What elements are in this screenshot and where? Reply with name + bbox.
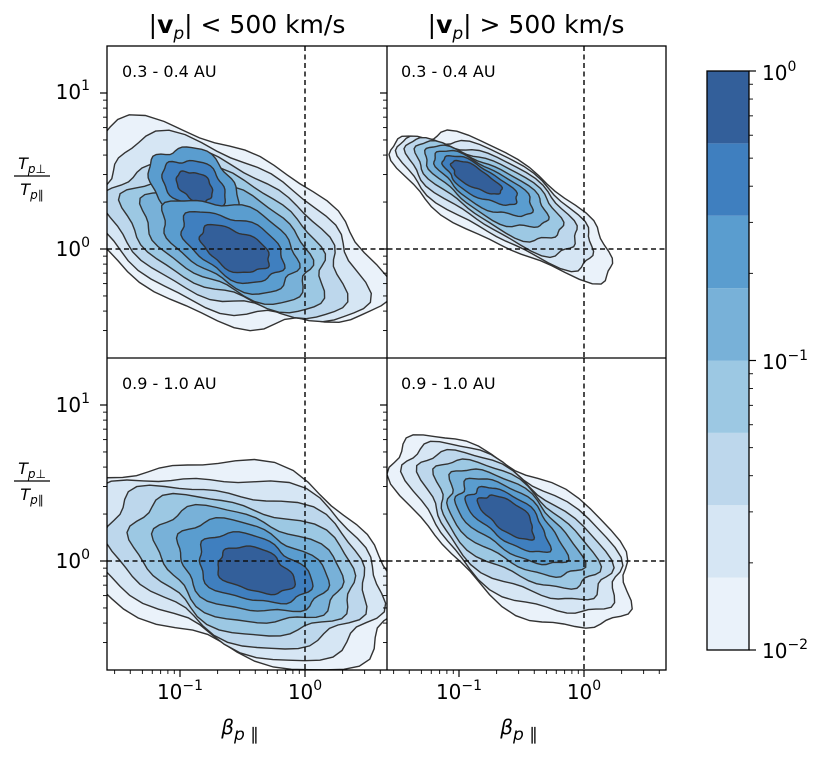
panel-label-bottom-left: 0.9 - 1.0 AU [122, 374, 217, 393]
colorbar-band-2 [707, 505, 749, 578]
colorbar-band-4 [707, 360, 749, 433]
y-tick-labels: 101 100 101 100 [56, 78, 90, 573]
axes-frames [106, 45, 667, 671]
svg-text:100: 100 [762, 59, 796, 85]
svg-text:Tp∥: Tp∥ [20, 485, 43, 507]
svg-text:101: 101 [56, 78, 90, 104]
x-axis-label-right: βp ∥ [499, 715, 537, 745]
contour-level-8 [449, 159, 504, 195]
colorbar-band-1 [707, 577, 749, 650]
y-axis-label-bottom: Tp⊥ Tp∥ [14, 459, 50, 507]
contour-level-8 [198, 223, 270, 274]
svg-text:100: 100 [56, 547, 90, 573]
y-axis-label-top: Tp⊥ Tp∥ [14, 154, 50, 202]
contour-level-8 [476, 494, 536, 541]
colorbar-band-6 [707, 215, 749, 289]
panel-bottom-right [387, 434, 633, 629]
x-axis-label-left: βp ∥ [220, 715, 258, 745]
axis-ticks [100, 92, 660, 677]
svg-text:100: 100 [288, 678, 322, 704]
column-title-left: |vp| < 500 km/s [149, 10, 346, 44]
colorbar-band-5 [707, 288, 749, 361]
svg-text:Tp⊥: Tp⊥ [18, 459, 46, 481]
panel-label-bottom-right: 0.9 - 1.0 AU [401, 374, 496, 393]
colorbar-band-3 [707, 432, 749, 506]
svg-text:10−1: 10−1 [436, 678, 482, 704]
panel-label-top-right: 0.3 - 0.4 AU [401, 62, 496, 81]
svg-text:100: 100 [567, 678, 601, 704]
reference-lines [107, 46, 666, 670]
svg-text:10−2: 10−2 [762, 637, 808, 663]
panel-bottom-left [107, 458, 387, 670]
colorbar-band-8 [707, 71, 749, 144]
colorbar-band-7 [707, 143, 749, 216]
svg-text:Tp⊥: Tp⊥ [18, 154, 46, 176]
svg-text:100: 100 [56, 235, 90, 261]
column-title-right: |vp| > 500 km/s [428, 10, 625, 44]
svg-text:10−1: 10−1 [762, 348, 808, 374]
x-tick-labels: 10−1 100 10−1 100 [157, 678, 601, 704]
panel-top-right [388, 129, 614, 285]
svg-text:101: 101 [56, 391, 90, 417]
colorbar [706, 70, 756, 651]
colorbar-labels: 100 10−1 10−2 [762, 59, 808, 663]
svg-text:Tp∥: Tp∥ [20, 180, 43, 202]
panel-top-left [107, 114, 387, 332]
svg-text:10−1: 10−1 [157, 678, 203, 704]
panel-label-top-left: 0.3 - 0.4 AU [122, 62, 217, 81]
